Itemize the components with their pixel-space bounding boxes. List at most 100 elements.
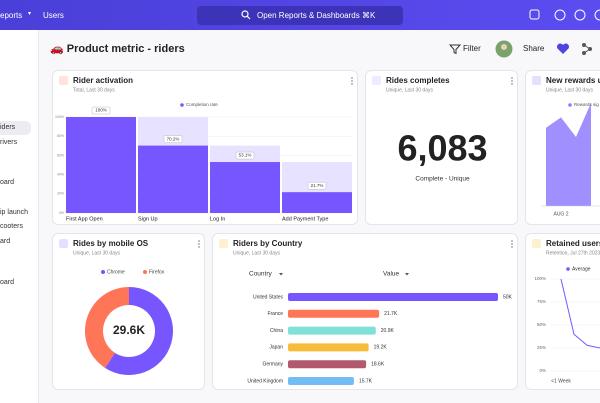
column-header: Country [249, 271, 273, 278]
y-tick-label: 0% [539, 368, 546, 373]
x-tick-label: Add Payment Type [282, 216, 328, 222]
card-icon [532, 239, 541, 248]
value-label: 50K [503, 294, 513, 300]
drag-handle [511, 246, 513, 248]
card-title: New rewards users [546, 76, 600, 85]
nav-icons[interactable] [525, 0, 600, 30]
nav-item[interactable]: ip launch [0, 209, 29, 216]
nav-item[interactable]: oard [0, 179, 15, 186]
y-tick-label: Japan [269, 345, 283, 351]
bar [66, 117, 136, 213]
y-tick-label: Germany [262, 362, 283, 368]
line [560, 278, 600, 349]
drag-handle [351, 80, 353, 82]
card-icon [59, 76, 68, 85]
card-title: Retained users [546, 239, 600, 248]
center-label: 29.6K [113, 323, 145, 337]
card-subtitle: Unique, Last 30 days [73, 250, 120, 256]
value-label: 20.9K [381, 328, 395, 334]
bar [210, 162, 280, 213]
card-chart: Rides by mobile OS Unique, Last 30 days Ch… [59, 239, 200, 375]
card: Rides by mobile OS Unique, Last 30 days Ch… [52, 233, 205, 390]
nav-item[interactable]: iders [0, 121, 31, 135]
card-title: Riders by Country [233, 239, 303, 248]
y-tick-label: 100% [55, 115, 64, 119]
card: Retained users Retention, Jul 27th 2023 0%… [525, 233, 600, 390]
card-subtitle: Unique, Last 30 days [386, 87, 433, 93]
search-box[interactable]: Open Reports & Dashboards ⌘K [197, 6, 403, 25]
y-tick-label: France [267, 311, 283, 317]
search-placeholder: Open Reports & Dashboards ⌘K [257, 11, 376, 20]
card-icon [219, 239, 228, 248]
card: Rider activation Total, Last 30 days 0% 20%… [52, 70, 358, 225]
card-subtitle: Unique, Last 30 days [233, 250, 280, 256]
card-icon [59, 239, 68, 248]
bar [288, 293, 498, 301]
card: Riders by Country Unique, Last 30 days Cou… [212, 233, 518, 390]
card-chart: Rider activation Total, Last 30 days 0% 20%… [55, 76, 353, 222]
drag-handle [511, 240, 513, 242]
filter-icon [449, 44, 461, 55]
legend-swatch [180, 103, 184, 107]
nav-item[interactable]: cooters [0, 223, 23, 230]
legend-swatch [143, 270, 147, 274]
card-chart: Retained users Retention, Jul 27th 2023 0%… [532, 239, 600, 384]
reports-menu[interactable]: eports [0, 11, 23, 20]
card-subtitle: Total, Last 30 days [73, 87, 115, 93]
avatar [495, 40, 513, 58]
x-tick-label: Sign Up [138, 216, 158, 222]
card: Rides completes Unique, Last 30 days 6,083… [365, 70, 518, 225]
y-tick-label: China [270, 328, 283, 334]
value-label: 15.7K [359, 378, 373, 384]
value-label-box [307, 181, 327, 190]
drag-handle [351, 83, 353, 85]
filter-button[interactable]: Filter [463, 44, 481, 53]
value-label: 19.2K [374, 345, 388, 351]
pie-slice [85, 287, 129, 368]
drag-handle [511, 80, 513, 82]
bar [288, 360, 367, 369]
x-tick-label: <1 Week [551, 378, 571, 384]
search-icon [241, 10, 251, 20]
legend-swatch [566, 267, 570, 271]
card-title: Rides completes [386, 76, 450, 85]
value-label: 53.1% [239, 153, 252, 158]
column-header: Value [383, 271, 400, 278]
header-icons[interactable] [556, 42, 596, 56]
sidebar: iders rivers oard ip launch cooters ard … [0, 30, 39, 403]
users-menu[interactable]: Users [43, 11, 64, 20]
card-subtitle: Unique, Last 30 days [546, 87, 593, 93]
big-number: 6,083 [397, 128, 487, 169]
bar [288, 343, 369, 352]
value-label: 21.7K [384, 311, 398, 317]
value-label-box [91, 106, 111, 115]
value-label: 18.6K [371, 362, 385, 368]
y-tick-label: 75% [537, 299, 546, 304]
card-title: Rider activation [73, 76, 133, 85]
value-label-box [163, 135, 183, 143]
drag-handle [511, 243, 513, 245]
bar [138, 145, 208, 213]
legend-label: Firefox [149, 269, 165, 275]
area [546, 103, 591, 206]
card: New rewards users Unique, Last 30 days Rew… [525, 70, 600, 225]
legend-label: Chrome [107, 269, 125, 275]
card-icon [532, 76, 541, 85]
nav-item[interactable]: ard [0, 238, 11, 245]
y-tick-label: 40% [57, 173, 64, 177]
nav-item[interactable]: rivers [0, 139, 18, 146]
drag-handle [511, 77, 513, 79]
card-chart: Rides completes Unique, Last 30 days 6,083… [372, 76, 513, 183]
bar [288, 377, 354, 385]
value-label: 70.2% [167, 136, 180, 141]
share-button[interactable]: Share [523, 44, 545, 53]
bar [288, 309, 380, 318]
y-tick-label: United Kingdom [247, 378, 283, 384]
menu-caret: ▾ [28, 11, 32, 17]
nav-item[interactable]: oard [0, 279, 15, 286]
legend-swatch [568, 103, 572, 107]
drag-handle [351, 77, 353, 79]
drag-handle [198, 243, 200, 245]
bar [282, 192, 352, 213]
